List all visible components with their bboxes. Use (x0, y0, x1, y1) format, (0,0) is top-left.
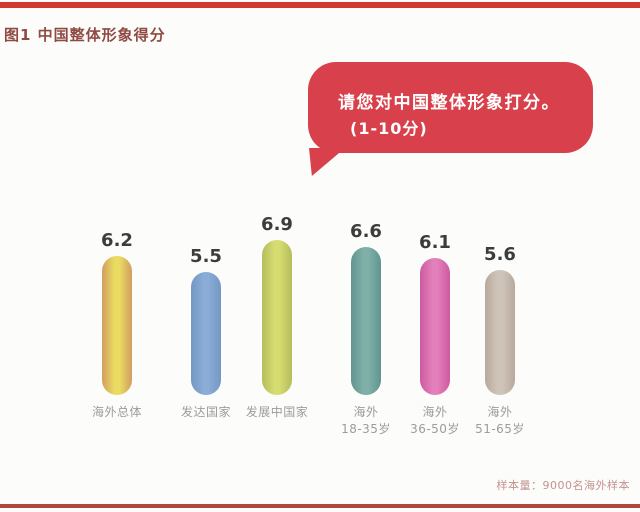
bar-value-label-5: 5.6 (484, 244, 516, 265)
bar-value-label-1: 5.5 (190, 246, 222, 267)
bar-category-label-1: 发达国家 (180, 405, 231, 419)
bottom-accent-bar (0, 504, 640, 508)
bar-category-label-4: 海外 36-50岁 (410, 405, 460, 437)
bar-pill-0 (102, 256, 132, 395)
sample-size-note: 样本量：9000名海外样本 (496, 479, 630, 492)
question-bubble: 请您对中国整体形象打分。 (1-10分) (308, 62, 593, 153)
bar-pill-3 (351, 247, 381, 395)
figure-title: 图1 中国整体形象得分 (4, 26, 166, 44)
bar-category-label-3: 海外 18-35岁 (341, 405, 391, 437)
bar-category-label-5: 海外 51-65岁 (475, 405, 525, 437)
bar-pill-1 (191, 272, 221, 395)
bar-pill-4 (420, 258, 450, 395)
bar-value-label-4: 6.1 (419, 232, 451, 253)
top-accent-bar (0, 2, 640, 8)
bar-value-label-0: 6.2 (101, 230, 133, 251)
bar-pill-5 (485, 270, 515, 395)
bar-category-label-0: 海外总体 (91, 405, 142, 419)
bar-value-label-3: 6.6 (350, 221, 382, 242)
bubble-question-line2: (1-10分) (350, 119, 428, 138)
bubble-question-line1: 请您对中国整体形象打分。 (338, 93, 560, 113)
bar-pill-2 (262, 240, 292, 395)
bar-category-label-2: 发展中国家 (245, 405, 309, 419)
bar-value-label-2: 6.9 (261, 214, 293, 235)
